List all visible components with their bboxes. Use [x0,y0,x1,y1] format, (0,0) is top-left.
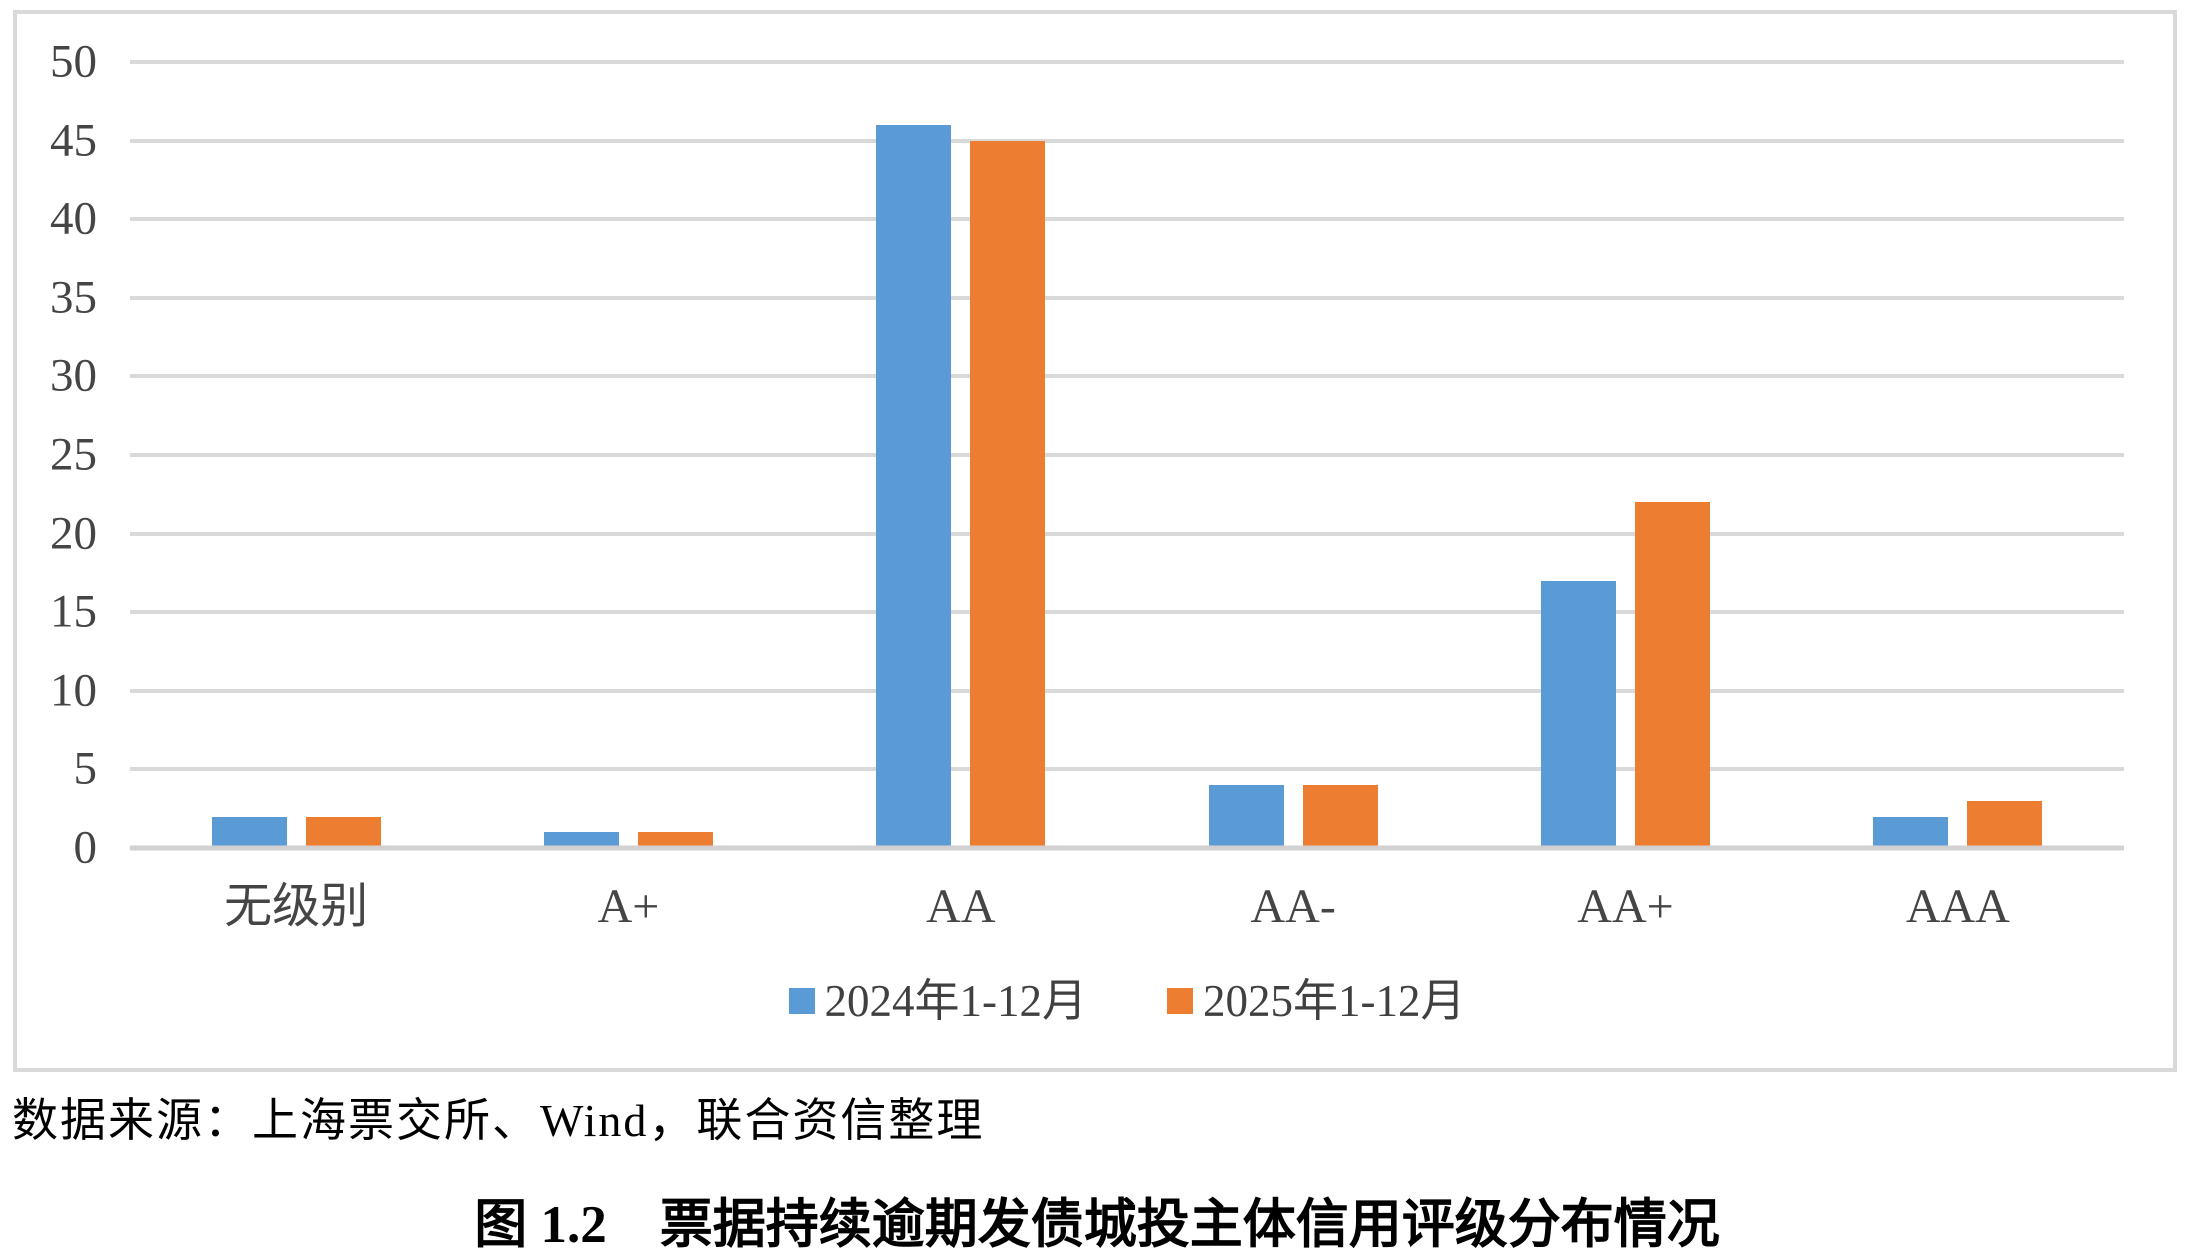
bar-AA-2024年1-12月 [876,124,952,848]
x-tick-label-AAA: AAA [1905,880,2010,933]
x-axis-line [130,845,2124,851]
bar-AA--2025年1-12月 [1302,785,1378,848]
y-tick-label: 20 [50,507,97,560]
x-axis-labels: 无级别 A+ AA AA- AA+ AAA [130,872,2124,942]
legend-label: 2025年1-12月 [1203,976,1466,1026]
gridline [130,374,2124,379]
chart-legend: 2024年1-12月 2025年1-12月 [130,966,2124,1036]
legend-label: 2024年1-12月 [824,976,1088,1026]
bar-AA-2025年1-12月 [970,140,1046,848]
y-tick-label: 5 [73,742,98,795]
gridline [130,295,2124,300]
y-tick-label: 0 [73,821,98,874]
bar-无级别-2025年1-12月 [305,816,381,848]
bar-A+-2025年1-12月 [638,832,713,848]
gridline [130,453,2124,457]
y-tick-label: 35 [50,271,97,324]
gridline [130,217,2124,222]
bar-chart: 0 5 10 15 20 25 30 35 40 45 50 无级别 A+ AA AA- AA+ AAA 20… [13,10,2177,1072]
x-tick-label-AA: AA [926,880,996,933]
gridline [130,60,2124,64]
y-tick-label: 30 [50,349,97,402]
gridline [130,531,2124,536]
bar-AAA-2024年1-12月 [1873,816,1949,848]
x-tick-label-无级别: 无级别 [224,880,369,933]
y-axis-labels: 0 5 10 15 20 25 30 35 40 45 50 [17,38,98,871]
gridline [130,688,2124,693]
gridline [130,138,2124,143]
x-tick-label-AA-: AA- [1250,880,1336,933]
legend-item-2024年1-12月: 2024年1-12月 [788,974,1088,1028]
legend-marker-icon [788,988,815,1014]
y-tick-label: 40 [50,192,97,245]
bar-AA+-2024年1-12月 [1541,580,1616,848]
y-tick-label: 10 [50,664,97,717]
bar-AA--2024年1-12月 [1208,785,1284,848]
x-tick-label-AA+: AA+ [1577,880,1674,933]
y-tick-label: 15 [50,585,97,638]
y-tick-label: 50 [50,35,97,88]
figure-caption: 图 1.2 票据持续逾期发债城投主体信用评级分布情况 [474,1196,1720,1254]
bar-AA+-2025年1-12月 [1635,502,1710,848]
y-tick-label: 45 [50,114,97,167]
y-tick-label: 25 [50,428,97,481]
legend-item-2025年1-12月: 2025年1-12月 [1167,974,1466,1028]
bar-无级别-2024年1-12月 [211,816,287,848]
plot-area [130,60,2124,851]
x-tick-label-A+: A+ [597,880,660,933]
legend-marker-icon [1167,988,1193,1014]
gridline [130,767,2124,772]
source-note: 数据来源：上海票交所、Wind，联合资信整理 [12,1095,985,1146]
bar-AAA-2025年1-12月 [1967,800,2043,848]
gridline [130,610,2124,615]
bar-A+-2024年1-12月 [544,832,619,848]
